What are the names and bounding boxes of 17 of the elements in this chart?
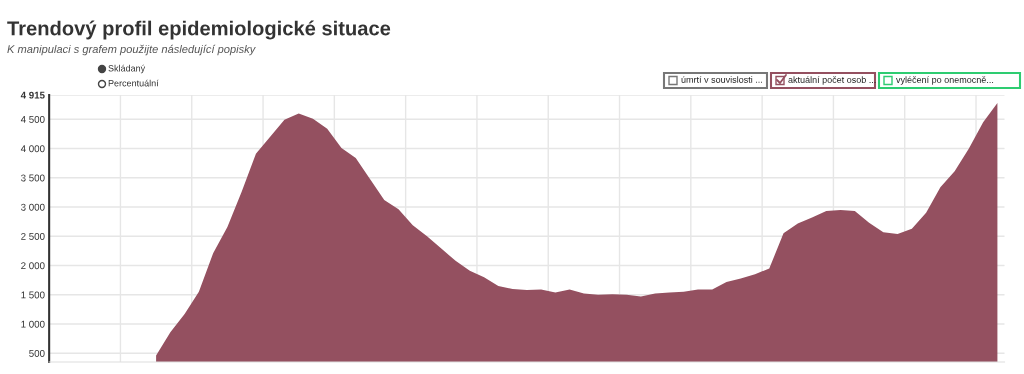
text: úmrtí v souvislosti ... bbox=[681, 76, 762, 83]
y-tick-label: 3 500 bbox=[21, 174, 45, 182]
text: Percentuální bbox=[108, 79, 159, 87]
y-tick-label: 4 915 bbox=[20, 91, 45, 99]
y-tick-label: 2 000 bbox=[21, 262, 45, 270]
legend-label: aktuální počet osob ... bbox=[788, 76, 876, 85]
chart-subtitle: K manipulaci s grafem použijte následující popisky bbox=[7, 44, 256, 56]
y-tick-label: 3 000 bbox=[21, 203, 45, 211]
y-tick-label: 4 500 bbox=[20, 116, 45, 123]
y-tick-label: 1 000 bbox=[21, 320, 45, 328]
chart-title: Trendový profil epidemiologické situace bbox=[7, 20, 391, 40]
y-tick-label: 4 000 bbox=[20, 145, 45, 153]
y-tick-label: 2 500 bbox=[21, 233, 45, 240]
text: vyléčení po onemocně... bbox=[896, 76, 994, 85]
y-tick-label: 1 500 bbox=[21, 291, 45, 299]
y-tick-label: 500 bbox=[29, 349, 45, 357]
text: Skládaný bbox=[108, 64, 146, 74]
